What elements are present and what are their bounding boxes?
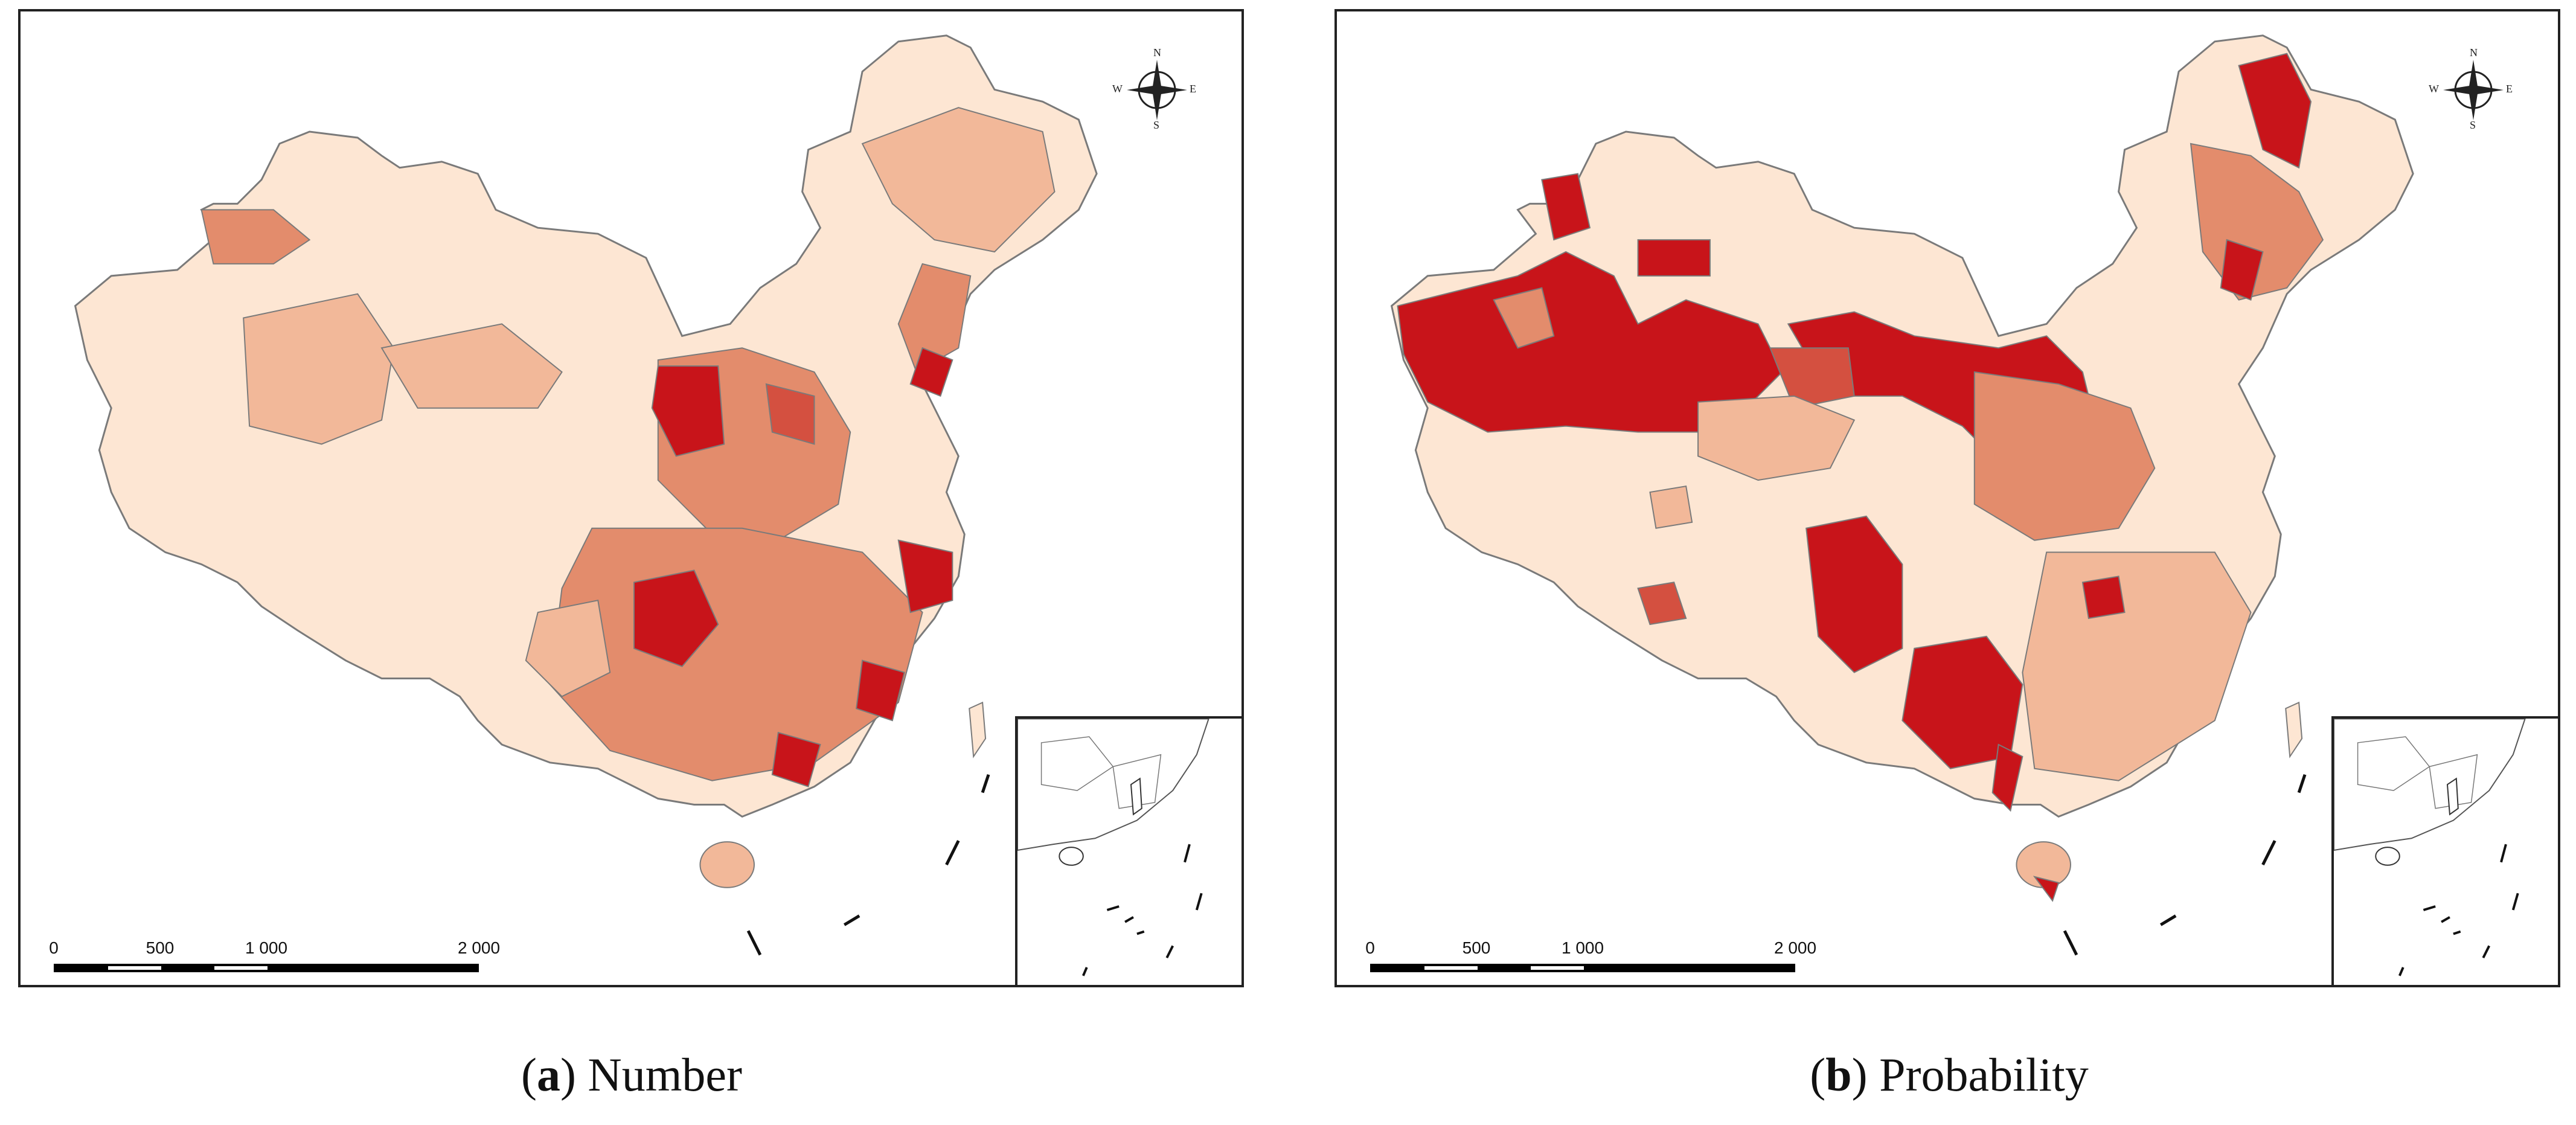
compass-s: S bbox=[2470, 119, 2476, 131]
caption-number: (a) Number bbox=[521, 1048, 743, 1101]
south-china-sea-inset bbox=[1015, 716, 1242, 985]
region bbox=[771, 731, 821, 787]
region-hainan bbox=[699, 841, 755, 888]
scale-tick: 2 000 bbox=[1773, 938, 1817, 957]
region bbox=[1973, 371, 2156, 541]
compass-rose-icon: N S E W bbox=[2429, 46, 2516, 132]
region bbox=[1637, 582, 1687, 626]
region bbox=[2081, 575, 2126, 620]
region bbox=[909, 347, 953, 397]
scale-tick: 0 bbox=[49, 938, 59, 957]
compass-n: N bbox=[2470, 46, 2478, 59]
caption-probability: (b) Probability bbox=[1810, 1048, 2089, 1101]
compass-w: W bbox=[1112, 83, 1123, 95]
region bbox=[1493, 287, 1555, 349]
region bbox=[633, 569, 719, 667]
region bbox=[651, 365, 725, 457]
region bbox=[1637, 239, 1711, 277]
map-panel-probability: N S E W 0 500 1 000 2 000 bbox=[1334, 9, 2560, 987]
caption-title: Probability bbox=[1879, 1048, 2089, 1101]
region bbox=[525, 599, 611, 697]
caption-letter: a bbox=[536, 1048, 560, 1101]
region bbox=[2220, 239, 2264, 301]
china-map-probability bbox=[1391, 34, 2414, 956]
region bbox=[1649, 485, 1693, 529]
china-map-number bbox=[74, 34, 1098, 956]
region bbox=[1697, 395, 1856, 481]
region bbox=[200, 209, 311, 264]
scale-tick: 500 bbox=[1462, 938, 1491, 957]
scale-tick: 500 bbox=[146, 938, 175, 957]
compass-w: W bbox=[2429, 83, 2439, 95]
caption-title: Number bbox=[588, 1048, 743, 1101]
compass-e: E bbox=[1190, 83, 1196, 95]
region bbox=[1769, 347, 1855, 409]
region bbox=[243, 293, 394, 445]
scale-tick: 1 000 bbox=[1561, 938, 1604, 957]
compass-n: N bbox=[1153, 46, 1161, 59]
region bbox=[861, 107, 1056, 253]
region bbox=[1805, 515, 1903, 673]
scale-bar: 0 500 1 000 2 000 bbox=[1365, 938, 1816, 975]
scale-bar: 0 500 1 000 2 000 bbox=[49, 938, 500, 975]
scale-bar-line bbox=[54, 964, 479, 972]
south-china-sea-inset bbox=[2331, 716, 2558, 985]
region bbox=[1991, 743, 2023, 812]
region bbox=[380, 323, 563, 409]
scale-tick: 0 bbox=[1365, 938, 1375, 957]
region bbox=[2022, 551, 2252, 781]
region bbox=[765, 383, 815, 445]
region bbox=[897, 539, 953, 614]
region bbox=[1541, 173, 1591, 241]
region bbox=[2238, 53, 2312, 169]
scale-tick: 2 000 bbox=[457, 938, 501, 957]
region bbox=[856, 659, 905, 722]
scale-bar-line bbox=[1370, 964, 1795, 972]
compass-e: E bbox=[2506, 83, 2513, 95]
compass-rose-icon: N S E W bbox=[1112, 46, 1199, 132]
region-taiwan bbox=[969, 701, 987, 758]
compass-s: S bbox=[1153, 119, 1160, 131]
region-taiwan bbox=[2285, 701, 2303, 758]
caption-letter: b bbox=[1825, 1048, 1852, 1101]
map-panel-number: N S E W 0 500 1 000 2 000 bbox=[18, 9, 1244, 987]
scale-tick: 1 000 bbox=[245, 938, 288, 957]
